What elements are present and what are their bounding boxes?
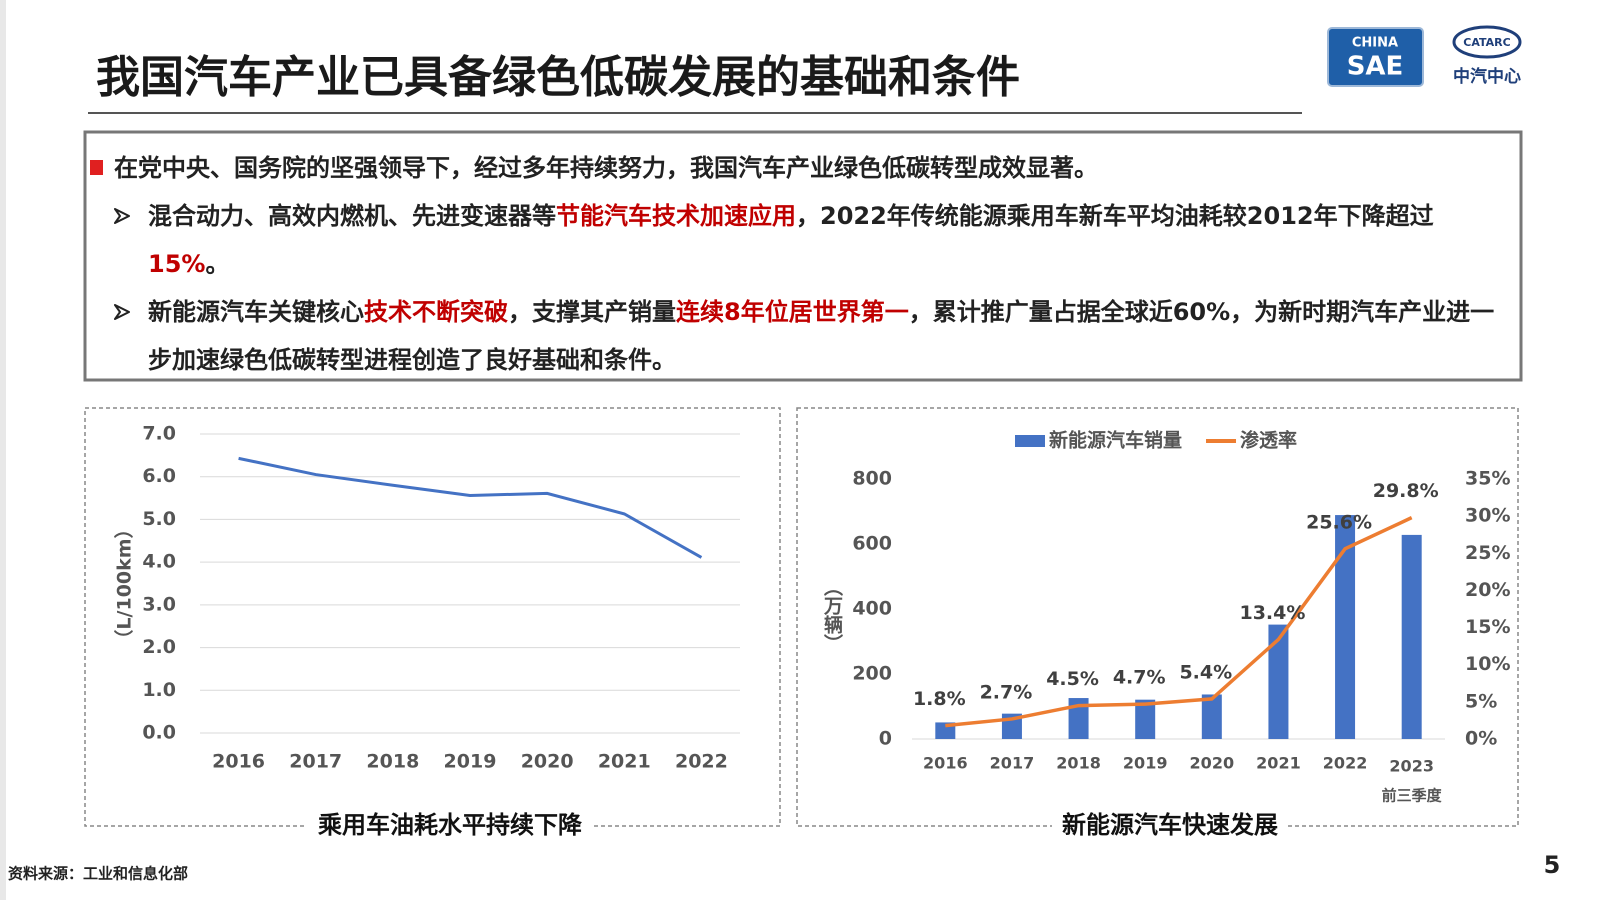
data-label: 4.7% xyxy=(1113,667,1166,689)
caption-bg xyxy=(307,811,593,839)
x-tick-label: 2018 xyxy=(1056,754,1101,773)
data-label: 13.4% xyxy=(1239,602,1305,624)
y-tick-label: 5.0 xyxy=(142,508,176,530)
x-tick-label: 2017 xyxy=(289,751,342,773)
y2-tick-label: 5% xyxy=(1465,690,1497,712)
legend-swatch xyxy=(1015,435,1045,447)
y2-tick-label: 30% xyxy=(1465,505,1510,527)
bullet-marker xyxy=(90,160,103,175)
bullet: 在党中央、国务院的坚强领导下，经过多年持续努力，我国汽车产业绿色低碳转型成效显著… xyxy=(88,144,1518,192)
x-tick-label: 2022 xyxy=(675,751,728,773)
data-label: 25.6% xyxy=(1306,511,1372,533)
x-tick-label: 2019 xyxy=(444,751,497,773)
x-tick-label: 2017 xyxy=(990,754,1035,773)
highlight-text: 连续8年位居世界第一 xyxy=(676,298,909,326)
x-tick-label: 2021 xyxy=(1256,754,1301,773)
y-axis-label: （L/100km） xyxy=(113,519,136,648)
bullet-text: 在党中央、国务院的坚强领导下，经过多年持续努力，我国汽车产业绿色低碳转型成效显著… xyxy=(114,154,1098,182)
bullet-text: 新能源汽车关键核心 xyxy=(148,298,364,326)
bullet-list: 在党中央、国务院的坚强领导下，经过多年持续努力，我国汽车产业绿色低碳转型成效显著… xyxy=(88,144,1518,384)
source: 资料来源：工业和信息化部 xyxy=(8,865,188,883)
y-axis-label: （万辆） xyxy=(821,577,844,653)
x-tick-label: 2016 xyxy=(212,751,265,773)
bullet-text: 混合动力、高效内燃机、先进变速器等 xyxy=(148,202,556,230)
bullet-text: ，支撑其产销量 xyxy=(508,298,676,326)
bullet: 新能源汽车关键核心技术不断突破，支撑其产销量连续8年位居世界第一，累计推广量占据… xyxy=(88,288,1518,384)
x-tick-label: 2022 xyxy=(1323,754,1368,773)
x-tick-label: 2019 xyxy=(1123,754,1168,773)
data-label: 4.5% xyxy=(1046,668,1099,690)
legend-label: 新能源汽车销量 xyxy=(1049,429,1182,452)
x-tick-label: 2020 xyxy=(1190,754,1235,773)
y-tick-label: 6.0 xyxy=(142,465,176,487)
bar xyxy=(1135,699,1156,739)
catarc-logo-text: CATARC xyxy=(1463,36,1510,49)
line-series xyxy=(945,516,1413,728)
bullet-text: ，2022年传统能源乘用车新车平均油耗较2012年下降超过 xyxy=(796,202,1434,230)
catarc-name: 中汽中心 xyxy=(1453,66,1521,87)
bar xyxy=(1201,694,1222,739)
x-tick-label: 2020 xyxy=(521,751,574,773)
bar xyxy=(1268,624,1289,739)
catarc-logo xyxy=(1452,25,1522,59)
y2-tick-label: 35% xyxy=(1465,468,1510,490)
left-edge xyxy=(0,0,6,900)
x-tick-label: 2016 xyxy=(923,754,968,773)
y-tick-label: 600 xyxy=(852,533,892,555)
arrow-marker xyxy=(114,208,130,224)
sae-logo-top: CHINA xyxy=(1352,36,1398,51)
data-label: 1.8% xyxy=(913,688,966,710)
x-tick-label: 2018 xyxy=(366,751,419,773)
y2-tick-label: 25% xyxy=(1465,542,1510,564)
bar xyxy=(1335,515,1356,739)
y-tick-label: 400 xyxy=(852,598,892,620)
bar xyxy=(1401,534,1422,739)
chart-caption: 新能源汽车快速发展 xyxy=(1062,811,1278,839)
y-tick-label: 0.0 xyxy=(142,722,176,744)
y-tick-label: 800 xyxy=(852,468,892,490)
y2-tick-label: 10% xyxy=(1465,653,1510,675)
page-number: 5 xyxy=(1544,851,1561,879)
chart-frame xyxy=(84,407,781,827)
data-label: 29.8% xyxy=(1373,480,1439,502)
arrow-marker xyxy=(114,304,130,320)
y2-tick-label: 15% xyxy=(1465,616,1510,638)
y-tick-label: 1.0 xyxy=(142,679,176,701)
bullet-text: ，累计推广量占据全球近60%，为新时期汽车产业进一步加速绿色低碳转型进程创造了良… xyxy=(148,298,1495,374)
y2-tick-label: 0% xyxy=(1465,728,1497,750)
bullet-text: 。 xyxy=(205,250,230,278)
y2-tick-label: 20% xyxy=(1465,579,1510,601)
slide-title: 我国汽车产业已具备绿色低碳发展的基础和条件 xyxy=(96,52,1020,103)
highlight-text: 技术不断突破 xyxy=(364,298,508,326)
y-tick-label: 2.0 xyxy=(142,636,176,658)
sae-logo xyxy=(1327,27,1424,87)
caption-bg xyxy=(1052,811,1288,839)
line-series xyxy=(238,456,703,559)
highlight-text: 15% xyxy=(148,250,206,278)
y-tick-label: 200 xyxy=(852,663,892,685)
x-note: 前三季度 xyxy=(1382,787,1443,805)
data-label: 5.4% xyxy=(1179,661,1232,683)
legend-label: 渗透率 xyxy=(1240,429,1297,452)
y-tick-label: 0 xyxy=(879,728,892,750)
data-label: 2.7% xyxy=(980,681,1033,703)
x-tick-label: 2021 xyxy=(598,751,651,773)
chart-caption: 乘用车油耗水平持续下降 xyxy=(317,811,583,839)
y-tick-label: 3.0 xyxy=(142,593,176,615)
bullet: 混合动力、高效内燃机、先进变速器等节能汽车技术加速应用，2022年传统能源乘用车… xyxy=(88,192,1518,288)
y-tick-label: 4.0 xyxy=(142,551,176,573)
text-box xyxy=(83,130,1523,382)
sae-logo-bottom: SAE xyxy=(1347,52,1404,82)
highlight-text: 节能汽车技术加速应用 xyxy=(556,202,796,230)
x-tick-label: 2023 xyxy=(1389,757,1434,776)
y-tick-label: 7.0 xyxy=(142,423,176,445)
